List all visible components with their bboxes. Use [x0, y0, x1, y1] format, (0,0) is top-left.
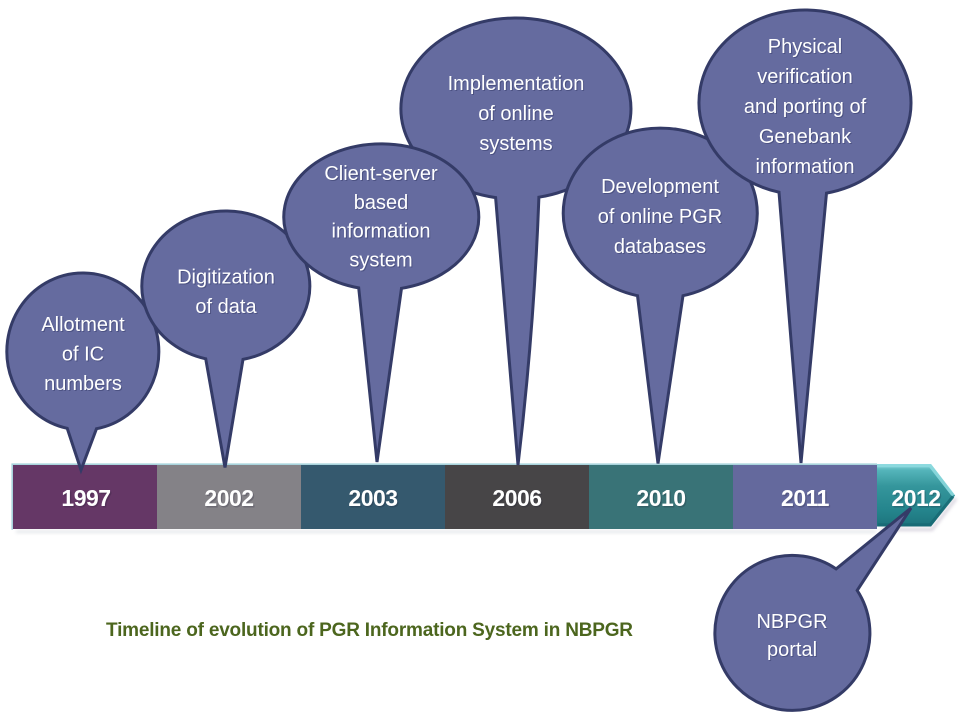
svg-text:and porting of: and porting of: [744, 96, 867, 118]
svg-text:verification: verification: [757, 66, 853, 88]
svg-text:2002: 2002: [204, 485, 253, 511]
svg-text:2002: 2002: [206, 487, 255, 513]
svg-text:2006: 2006: [492, 485, 541, 511]
svg-text:based: based: [354, 192, 409, 214]
svg-text:2003: 2003: [348, 485, 397, 511]
svg-text:numbers: numbers: [44, 373, 122, 395]
svg-text:of data: of data: [195, 296, 257, 318]
svg-text:2010: 2010: [638, 487, 687, 513]
svg-text:Development: Development: [601, 176, 719, 198]
svg-text:of online: of online: [478, 103, 554, 125]
svg-text:Digitization: Digitization: [177, 267, 275, 289]
svg-text:system: system: [349, 250, 412, 272]
svg-text:Physical: Physical: [768, 36, 842, 58]
svg-text:2010: 2010: [636, 485, 685, 511]
svg-text:NBPGR: NBPGR: [756, 611, 827, 633]
svg-text:2012: 2012: [893, 487, 942, 513]
svg-text:Implementation: Implementation: [448, 73, 585, 95]
svg-text:2011: 2011: [781, 485, 830, 511]
svg-text:systems: systems: [479, 133, 552, 155]
svg-text:databases: databases: [614, 236, 706, 258]
svg-text:Allotment: Allotment: [41, 314, 125, 336]
svg-text:information: information: [332, 221, 431, 243]
svg-text:2003: 2003: [350, 487, 399, 513]
svg-text:information: information: [756, 156, 855, 178]
svg-text:portal: portal: [767, 639, 817, 661]
svg-text:of IC: of IC: [62, 344, 104, 366]
svg-text:Timeline of evolution of PGR I: Timeline of evolution of PGR Information…: [106, 620, 633, 641]
svg-text:of online PGR: of online PGR: [598, 206, 723, 228]
svg-text:1997: 1997: [63, 487, 112, 513]
svg-text:2011: 2011: [782, 487, 831, 513]
svg-text:Genebank: Genebank: [759, 126, 852, 148]
svg-text:1997: 1997: [61, 485, 110, 511]
svg-text:2012: 2012: [891, 485, 940, 511]
svg-text:Client-server: Client-server: [324, 163, 438, 185]
svg-text:2006: 2006: [494, 487, 543, 513]
